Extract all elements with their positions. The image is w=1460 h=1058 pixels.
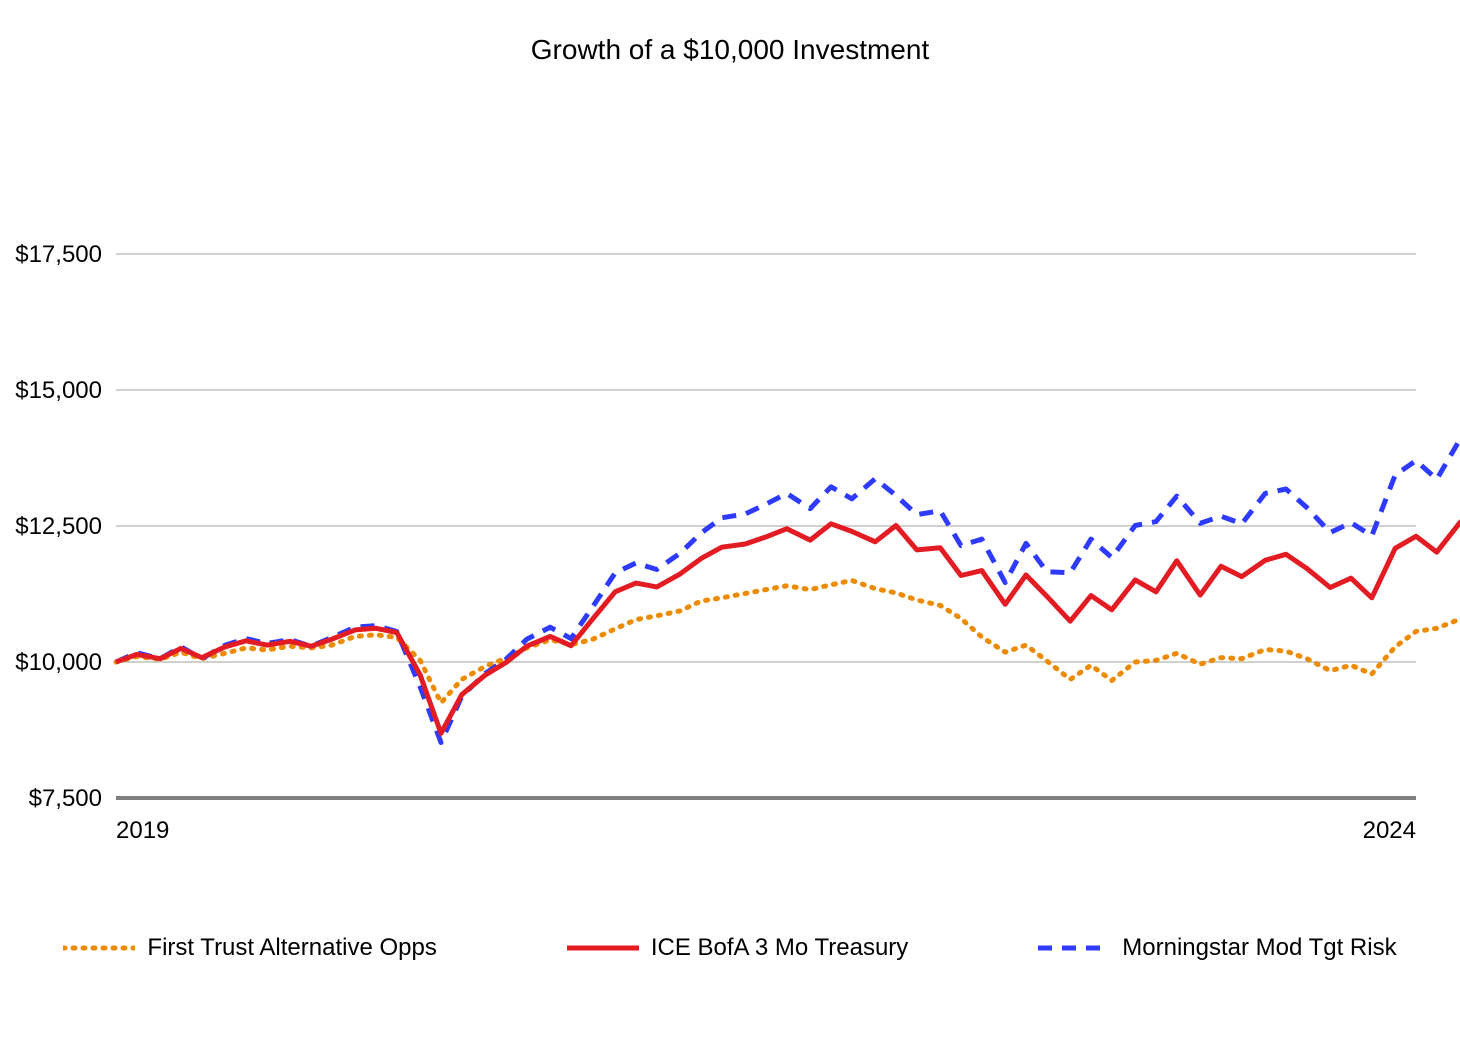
y-tick-label: $10,000: [15, 649, 102, 676]
legend-label: First Trust Alternative Opps: [147, 934, 436, 962]
legend-item: ICE BofA 3 Mo Treasury: [567, 934, 908, 962]
y-tick-label: $7,500: [29, 785, 102, 812]
chart-legend: First Trust Alternative Opps ICE BofA 3 M…: [0, 934, 1460, 962]
series-line-series3: [116, 358, 1460, 743]
investment-growth-chart: Growth of a $10,000 Investment $7,500$10…: [0, 0, 1460, 1058]
y-tick-label: $15,000: [15, 377, 102, 404]
y-tick-label: $12,500: [15, 513, 102, 540]
legend-item: Morningstar Mod Tgt Risk: [1038, 934, 1396, 962]
series-line-series2: [116, 476, 1460, 733]
x-tick-label: 2019: [116, 817, 169, 844]
legend-label: Morningstar Mod Tgt Risk: [1122, 934, 1396, 962]
y-tick-label: $17,500: [15, 241, 102, 268]
series-line-series1: [116, 576, 1460, 703]
x-tick-label: 2024: [1363, 817, 1416, 844]
legend-item: First Trust Alternative Opps: [63, 934, 436, 962]
legend-swatch: [567, 938, 639, 958]
legend-swatch: [1038, 938, 1110, 958]
legend-label: ICE BofA 3 Mo Treasury: [651, 934, 908, 962]
legend-swatch: [63, 938, 135, 958]
chart-plot-area: $7,500 $10,000 $12,500 $15,000 $17,500 2019 20…: [0, 0, 1460, 1058]
